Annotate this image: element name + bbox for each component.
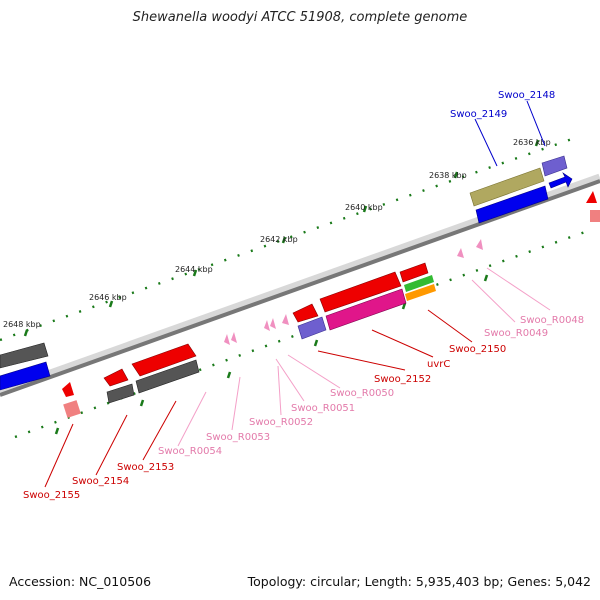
topology-summary: Topology: circular; Length: 5,935,403 bp…	[247, 574, 591, 589]
major-ticks	[23, 139, 540, 435]
gene-orange[interactable]	[405, 284, 436, 301]
kbp-label-2640: 2640 kbp	[345, 203, 383, 212]
rna-r0048[interactable]	[476, 239, 483, 250]
label-swoo-r0049: Swoo_R0049	[484, 328, 548, 339]
label-swoo-2149: Swoo_2149	[450, 109, 507, 120]
gene-blue-long[interactable]	[475, 185, 549, 224]
label-swoo-r0051: Swoo_R0051	[291, 403, 355, 414]
label-swoo-2152: Swoo_2152	[374, 374, 431, 385]
gene-green[interactable]	[404, 275, 434, 292]
gene-red-left-small[interactable]	[103, 368, 129, 387]
rna-r0051[interactable]	[270, 318, 276, 329]
gene-swoo-2148[interactable]	[541, 155, 568, 177]
rna-r0050[interactable]	[282, 314, 289, 325]
gene-red-small-a[interactable]	[399, 262, 429, 283]
rna-r0053[interactable]	[231, 332, 237, 343]
forward-genes	[0, 155, 600, 418]
label-swoo-2154: Swoo_2154	[72, 476, 129, 487]
gene-red-long-a[interactable]	[319, 271, 402, 313]
kbp-label-2646: 2646 kbp	[89, 293, 127, 302]
inner-tick-track	[14, 230, 586, 439]
gene-magenta[interactable]	[325, 288, 407, 331]
gene-grey-left-small[interactable]	[106, 383, 135, 404]
page-title: Shewanella woodyi ATCC 51908, complete g…	[132, 10, 468, 25]
gene-pink-far-right[interactable]	[590, 210, 600, 222]
backbone	[0, 179, 600, 397]
label-uvrc: uvrC	[427, 359, 450, 370]
label-swoo-r0050: Swoo_R0050	[330, 388, 394, 399]
gene-blue-far-left[interactable]	[0, 361, 51, 391]
gene-grey-left-long[interactable]	[135, 359, 200, 394]
label-swoo-r0053: Swoo_R0053	[206, 432, 270, 443]
leader-lines	[44, 100, 551, 488]
label-swoo-r0054: Swoo_R0054	[158, 446, 222, 457]
gene-red-far-right[interactable]	[586, 191, 597, 203]
rna-r0052[interactable]	[264, 320, 270, 331]
rna-r0054[interactable]	[224, 334, 230, 345]
gene-blue-right[interactable]	[548, 172, 573, 189]
rna-r0049[interactable]	[457, 248, 464, 258]
kbp-label-2636: 2636 kbp	[513, 138, 551, 147]
gene-swoo-2149[interactable]	[469, 167, 545, 207]
label-swoo-2150: Swoo_2150	[449, 344, 506, 355]
kbp-label-2648: 2648 kbp	[3, 320, 41, 329]
label-swoo-r0048: Swoo_R0048	[520, 315, 584, 326]
gene-red-far-left[interactable]	[62, 382, 74, 397]
label-swoo-r0052: Swoo_R0052	[249, 417, 313, 428]
accession-text: Accession: NC_010506	[9, 574, 152, 589]
kbp-label-2638: 2638 kbp	[429, 171, 467, 180]
kbp-label-2642: 2642 kbp	[260, 235, 298, 244]
label-swoo-2155: Swoo_2155	[23, 490, 80, 501]
gene-red-left-long[interactable]	[131, 343, 197, 377]
gene-grey-far-left[interactable]	[0, 342, 49, 369]
gene-red-small-b[interactable]	[292, 303, 319, 323]
label-swoo-2148: Swoo_2148	[498, 90, 555, 101]
label-swoo-2153: Swoo_2153	[117, 462, 174, 473]
gene-purple-mid[interactable]	[297, 316, 327, 340]
gene-pink-far-left[interactable]	[63, 400, 81, 418]
kbp-label-2644: 2644 kbp	[175, 265, 213, 274]
